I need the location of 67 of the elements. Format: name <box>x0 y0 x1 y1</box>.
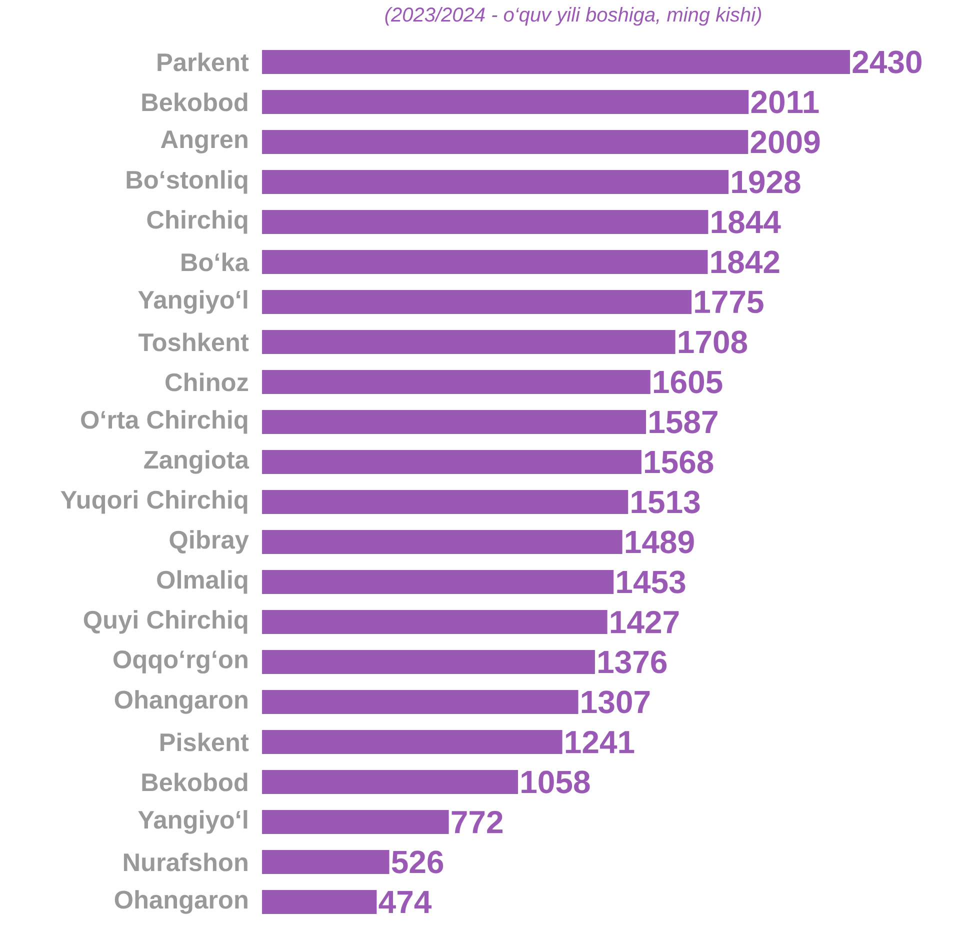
data-label: 1427 <box>610 610 679 634</box>
chart-subtitle: (2023/2024 - o‘quv yili boshiga, ming kishi) <box>385 7 762 26</box>
y-tick-label: Bekobod <box>142 772 248 792</box>
y-tick-label: Quyi Chirchiq <box>84 610 248 634</box>
data-label: 1775 <box>695 290 764 314</box>
y-tick-label: Qibray <box>170 530 249 554</box>
y-tick-label: Oqqo‘rg‘on <box>113 650 248 674</box>
bar <box>262 770 518 794</box>
data-label: 1489 <box>626 530 694 554</box>
y-tick-label: Bekobod <box>142 92 248 112</box>
bar <box>262 890 377 914</box>
bar <box>262 690 578 714</box>
data-label: 1241 <box>566 730 634 754</box>
bar <box>262 570 614 594</box>
bar <box>262 650 595 674</box>
y-tick-label: Zangiota <box>144 450 250 474</box>
bar <box>262 730 562 754</box>
bar <box>262 290 692 314</box>
data-label: 1844 <box>712 210 781 234</box>
bar <box>262 210 708 234</box>
data-label: 526 <box>392 850 444 874</box>
data-label: 1708 <box>678 330 748 354</box>
y-tick-label: Nurafshon <box>124 852 248 872</box>
y-tick-label: Parkent <box>158 52 249 72</box>
y-tick-label: Piskent <box>160 732 249 752</box>
bar <box>262 810 449 834</box>
data-label: 1513 <box>632 490 700 514</box>
data-label: 2009 <box>750 130 820 154</box>
y-tick-label: Angren <box>160 130 248 154</box>
bar <box>262 450 642 474</box>
bar <box>262 250 708 274</box>
bar <box>262 90 749 114</box>
data-label: 2011 <box>751 90 819 114</box>
y-tick-label: Yuqori Chirchiq <box>60 490 248 514</box>
bar <box>262 170 729 194</box>
data-label: 1568 <box>645 450 714 474</box>
data-label: 1307 <box>582 690 650 714</box>
y-tick-label: Yangiyo‘l <box>138 810 248 834</box>
bar <box>262 850 390 874</box>
data-label: 1058 <box>522 770 590 794</box>
bar <box>262 330 676 354</box>
bar <box>262 130 748 154</box>
bar <box>262 610 608 634</box>
bar <box>262 50 850 74</box>
y-tick-label: Bo‘stonliq <box>126 170 248 194</box>
y-tick-label: Toshkent <box>138 332 249 352</box>
y-tick-label: Ohangaron <box>114 890 248 914</box>
data-label: 1453 <box>617 570 686 594</box>
y-tick-label: Bo‘ka <box>182 252 250 272</box>
data-label: 1842 <box>711 250 780 274</box>
bar <box>262 530 622 554</box>
data-label: 1928 <box>732 170 800 194</box>
bar <box>262 370 650 394</box>
data-label: 474 <box>378 890 432 914</box>
y-tick-label: Chirchiq <box>147 210 248 234</box>
data-label: 1587 <box>650 410 718 434</box>
y-tick-label: O‘rta Chirchiq <box>81 410 248 434</box>
bar <box>262 490 628 514</box>
y-tick-label: Olmaliq <box>157 570 248 594</box>
data-label: 772 <box>452 810 503 834</box>
y-tick-label: Yangiyo‘l <box>138 290 248 314</box>
y-tick-label: Chinoz <box>166 372 248 392</box>
y-tick-label: Ohangaron <box>114 690 248 714</box>
bar <box>262 410 646 434</box>
data-label: 1605 <box>654 370 722 394</box>
data-label: 1376 <box>598 650 667 674</box>
data-label: 2430 <box>852 50 922 74</box>
